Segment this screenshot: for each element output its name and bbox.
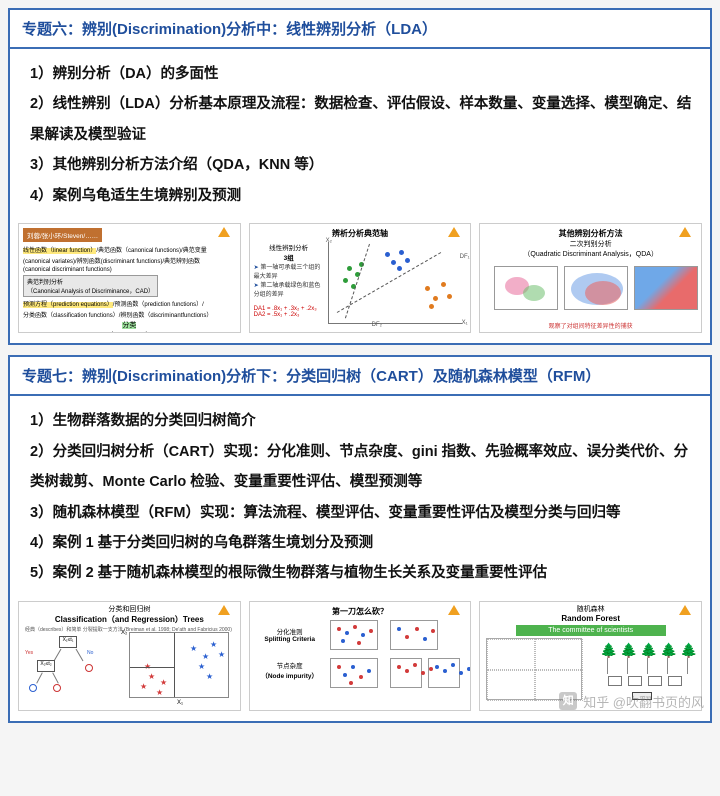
b1-scatter: ★★★★★★★★★★★ [129, 632, 229, 698]
logo-icon [448, 605, 466, 619]
b1-title-cn: 分类和回归树 [19, 604, 240, 614]
a2-sub: 线性辨别分析 3组 [256, 242, 322, 262]
thumb-a1: 刘蓉/张小环/Steven/…… 线性函数（linear function）/典… [18, 223, 241, 333]
panel7-title-bar: 专题七：辨别(Discrimination)分析下：分类回归树（CART）及随机… [10, 357, 710, 396]
a1-r2: (canonical variates)/辨别函数(discriminant f… [19, 255, 240, 266]
watermark-text: 知乎 @吹翻书页的风 [583, 692, 704, 711]
panel7-item-4: 4）案例 1 基于分类回归树的乌龟群落生境划分及预测 [30, 528, 696, 558]
a2-title: 辨析分析典范轴 [250, 228, 471, 239]
a1-r4t: /预测函数（prediction functions）/ [113, 302, 204, 308]
b3-title-cn: 随机森林 [480, 604, 701, 614]
panel7-item-5: 5）案例 2 基于随机森林模型的根际微生物群落与植物生长关系及变量重要性评估 [30, 558, 696, 588]
b3-bar: The committee of scientists [516, 625, 666, 636]
a3-footer: 观察了对组间特征差异性的捕获 [480, 321, 701, 330]
watermark: 知 知乎 @吹翻书页的风 [559, 692, 704, 711]
a1-hl1: 线性函数（linear function） [23, 248, 96, 254]
logo-icon [218, 227, 236, 241]
b2-title: 第一刀怎么砍？ [250, 606, 471, 617]
panel6-item-2: 2）线性辨别（LDA）分析基本原理及流程：数据检查、评估假设、样本数量、变量选择… [30, 89, 696, 150]
a3-sub1: 二次判别分析 [480, 239, 701, 249]
logo-icon [679, 227, 697, 241]
logo-icon [218, 605, 236, 619]
panel7-list: 1）生物群落数据的分类回归树简介 2）分类回归树分析（CART）实现：分化准则、… [10, 396, 710, 599]
a1-name-bar: 刘蓉/张小环/Steven/…… [23, 228, 102, 242]
b2-box3 [330, 658, 378, 688]
b3-grid [486, 638, 582, 700]
thumb-a2: 辨析分析典范轴 线性辨别分析 3组 第一轴可承载三个组的最大差异 第二轴承载绿色… [249, 223, 472, 333]
b1-title-en: Classification（and Regression）Trees [19, 614, 240, 625]
a2-x2: X₂ [326, 238, 332, 244]
b1-tree: X₁≤t₁ X₂≤t₂ Yes No [25, 636, 115, 706]
a1-hl2: 预测方程（prediction equations） [23, 302, 113, 308]
b2-box5 [428, 658, 460, 688]
b3-title-en: Random Forest [480, 614, 701, 623]
panel7-item-1: 1）生物群落数据的分类回归树简介 [30, 406, 696, 436]
zhihu-icon: 知 [559, 692, 577, 710]
a2-formula: DA1 = .8x₁ + .3x₂ + .2x₃ DA2 = .5x₁ + .2… [254, 306, 317, 318]
b2-box2 [390, 620, 438, 650]
thumb-b2: 第一刀怎么砍？ 分化准则 Splitting Criteria 节点杂度 （No… [249, 601, 472, 711]
panel6-item-3: 3）其他辨别分析方法介绍（QDA，KNN 等） [30, 150, 696, 180]
panel6-item-1: 1）辨别分析（DA）的多面性 [30, 59, 696, 89]
a1-r3: (canonical discriminant functions) [19, 266, 240, 274]
panel6-title: 专题六：辨别(Discrimination)分析中：线性辨别分析（LDA） [22, 21, 437, 38]
panel7-item-2: 2）分类回归树分析（CART）实现：分化准则、节点杂度、gini 指数、先验概率… [30, 437, 696, 498]
panel7-item-3: 3）随机森林模型（RFM）实现：算法流程、模型评估、变量重要性评估及模型分类与回… [30, 498, 696, 528]
a2-bullets: 第一轴可承载三个组的最大差异 第二轴承载绿色和蓝色分组的差异 [254, 262, 324, 298]
a2-scatter [328, 242, 462, 324]
a1-cls: 分类 [122, 322, 136, 329]
a2-df1: DF₁ [460, 254, 470, 260]
b2-box4 [390, 658, 422, 688]
a3-sub2: （Quadratic Discriminant Analysis，QDA） [480, 249, 701, 259]
b2-sub1: 分化准则 Splitting Criteria [260, 626, 320, 643]
panel-topic-7: 专题七：辨别(Discrimination)分析下：分类回归树（CART）及随机… [8, 355, 712, 723]
logo-icon [679, 605, 697, 619]
a3-grad-plot [634, 266, 698, 310]
a2-df2: DF₂ [372, 322, 382, 328]
a1-r1t: /典范函数（canonical functions)/典范变量 [96, 248, 206, 254]
a3-left-plot [494, 266, 558, 310]
b1-x: X₁ [177, 700, 183, 706]
a1-r5: 分类函数（classification functions）/辨别函数（disc… [19, 309, 240, 320]
panel6-title-bar: 专题六：辨别(Discrimination)分析中：线性辨别分析（LDA） [10, 10, 710, 49]
a2-x1: X₁ [462, 320, 468, 326]
a3-title: 其他辨别分析方法 [480, 228, 701, 239]
a1-cls-en: （Classification） [108, 332, 151, 333]
panel6-thumb-row: 刘蓉/张小环/Steven/…… 线性函数（linear function）/典… [10, 221, 710, 343]
thumb-a3: 其他辨别分析方法 二次判别分析 （Quadratic Discriminant … [479, 223, 702, 333]
panel-topic-6: 专题六：辨别(Discrimination)分析中：线性辨别分析（LDA） 1）… [8, 8, 712, 345]
b2-sub2: 节点杂度 （Node impurity） [260, 660, 320, 680]
a3-right-plot [564, 266, 628, 310]
panel6-item-4: 4）案例乌龟适生生境辨别及预测 [30, 181, 696, 211]
b2-box1 [330, 620, 378, 650]
logo-icon [448, 227, 466, 241]
b1-y: X₂ [121, 630, 127, 636]
thumb-b1: 分类和回归树 Classification（and Regression）Tre… [18, 601, 241, 711]
a1-cad-box: 典范判别分析（Canonical Analysis of Discriminan… [23, 275, 158, 297]
panel6-list: 1）辨别分析（DA）的多面性 2）线性辨别（LDA）分析基本原理及流程：数据检查… [10, 49, 710, 221]
panel7-title: 专题七：辨别(Discrimination)分析下：分类回归树（CART）及随机… [22, 368, 600, 385]
